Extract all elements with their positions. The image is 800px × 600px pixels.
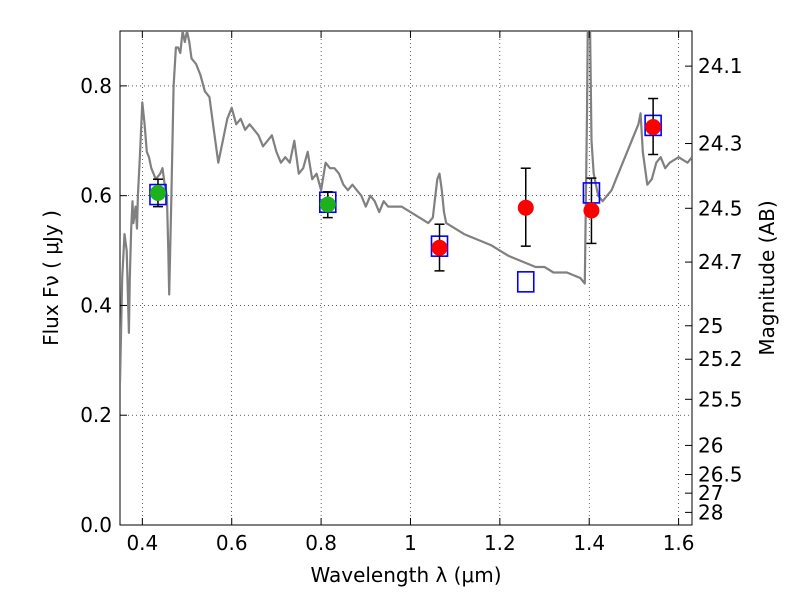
magnitude-tick-label: 24.3 bbox=[698, 132, 743, 156]
x-tick-label: 1.2 bbox=[484, 531, 516, 555]
axes-layer: 0.4 0.6 0.8 1 1.2 1.4 1.6 0.0 0.2 0.4 0.6 0.8 24.1 24… bbox=[80, 31, 743, 555]
measured-flux-point bbox=[517, 199, 534, 216]
measured-flux-point bbox=[431, 239, 448, 256]
magnitude-tick-label: 24.5 bbox=[698, 196, 743, 220]
photometry-points-layer bbox=[149, 97, 662, 293]
x-tick-label: 1 bbox=[404, 531, 417, 555]
magnitude-tick-label: 26.5 bbox=[698, 463, 743, 487]
measured-flux-point bbox=[583, 202, 600, 219]
y-tick-label: 0.8 bbox=[80, 74, 112, 98]
magnitude-tick-label: 27 bbox=[698, 481, 723, 505]
model-flux-square bbox=[516, 271, 535, 293]
plot-frame bbox=[119, 30, 693, 526]
magnitude-tick-label: 25.5 bbox=[698, 387, 743, 411]
x-tick-label: 0.8 bbox=[305, 531, 337, 555]
magnitude-tick-label: 28 bbox=[698, 500, 723, 524]
x-tick-label: 0.4 bbox=[126, 531, 158, 555]
y-tick-label: 0.2 bbox=[80, 403, 112, 427]
measured-flux-point bbox=[645, 119, 662, 136]
measured-flux-point bbox=[149, 184, 166, 201]
right-axis-label: Magnitude (AB) bbox=[755, 200, 779, 355]
magnitude-tick-label: 26 bbox=[698, 433, 723, 457]
x-tick-label: 0.6 bbox=[216, 531, 248, 555]
y-tick-label: 0.6 bbox=[80, 184, 112, 208]
y-axis-label: Flux Fν ( μJy ) bbox=[39, 210, 63, 346]
x-tick-label: 1.4 bbox=[573, 531, 605, 555]
magnitude-tick-label: 24.1 bbox=[698, 54, 743, 78]
magnitude-tick-label: 24.7 bbox=[698, 250, 743, 274]
x-tick-label: 1.6 bbox=[663, 531, 695, 555]
y-tick-label: 0.4 bbox=[80, 293, 112, 317]
grid-lines bbox=[120, 31, 692, 526]
x-axis-label: Wavelength λ (μm) bbox=[310, 563, 501, 587]
magnitude-tick-label: 25.2 bbox=[698, 347, 743, 371]
magnitude-tick-label: 25 bbox=[698, 314, 723, 338]
y-tick-label: 0.0 bbox=[80, 513, 112, 537]
measured-flux-point bbox=[319, 196, 336, 213]
